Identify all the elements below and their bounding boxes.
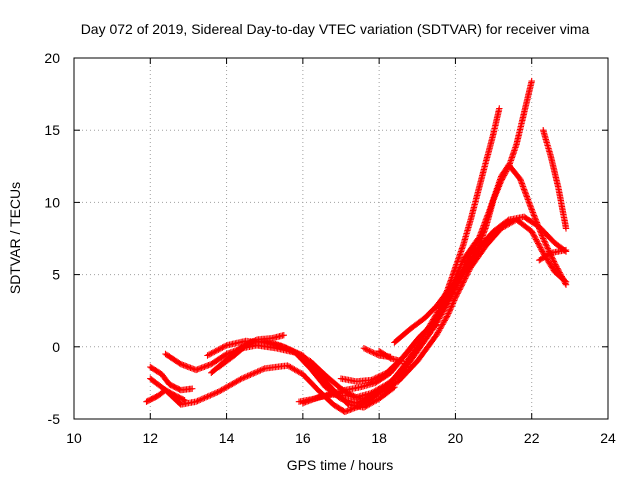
y-axis-label: SDTVAR / TECUs [7, 182, 23, 294]
series-markers [162, 213, 570, 401]
y-tick-label: 15 [44, 122, 60, 138]
series-track-15 [540, 127, 570, 232]
x-tick-label: 10 [66, 430, 82, 446]
series-track-7 [204, 337, 398, 411]
series-track-13 [375, 347, 406, 365]
grid [74, 58, 608, 419]
series-markers [204, 337, 398, 411]
x-tick-label: 18 [371, 430, 387, 446]
series-track-9 [337, 77, 535, 385]
y-tick-label: 5 [52, 267, 60, 283]
y-tick-label: 10 [44, 194, 60, 210]
series-markers [540, 127, 570, 232]
series-track-11 [391, 235, 482, 346]
series-track-16 [536, 246, 570, 264]
data-series [143, 77, 570, 415]
y-tick-label: -5 [48, 411, 61, 427]
x-tick-label: 24 [600, 430, 616, 446]
chart-title: Day 072 of 2019, Sidereal Day-to-day VTE… [81, 21, 590, 37]
x-axis-label: GPS time / hours [287, 457, 394, 473]
y-tick-label: 0 [52, 339, 60, 355]
series-track-14 [299, 386, 383, 407]
ticks: 10 12 14 16 18 20 22 24 -5 0 5 10 15 20 [44, 50, 616, 446]
series-markers [375, 347, 406, 365]
x-tick-label: 22 [524, 430, 540, 446]
x-tick-label: 16 [295, 430, 311, 446]
x-tick-label: 14 [219, 430, 235, 446]
plot-border [73, 57, 609, 420]
series-track-1 [147, 363, 196, 394]
x-tick-label: 20 [448, 430, 464, 446]
series-track-4 [162, 213, 570, 401]
y-tick-label: 20 [44, 50, 60, 66]
series-markers [299, 386, 383, 407]
series-markers [536, 246, 570, 264]
series-markers [147, 363, 196, 394]
x-tick-label: 12 [142, 430, 158, 446]
series-markers [391, 235, 482, 346]
series-markers [337, 77, 535, 385]
